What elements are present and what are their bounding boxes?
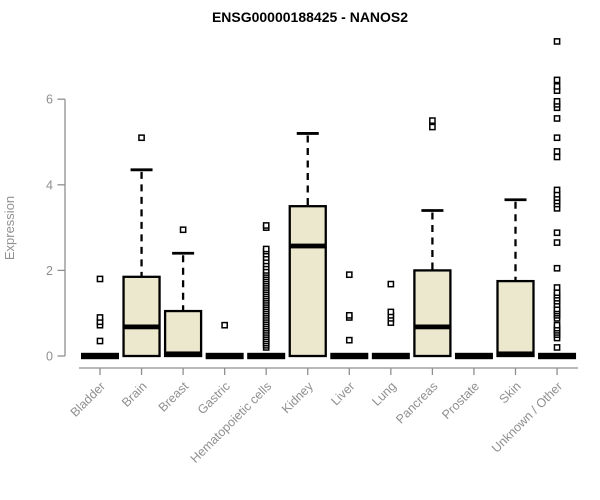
box-kidney <box>288 205 327 358</box>
collapsed-box-prostate <box>454 352 493 360</box>
outlier-point-unknown-other <box>553 264 561 272</box>
y-tick-label: 0 <box>46 350 53 364</box>
median-line-pancreas <box>414 324 451 330</box>
outlier-point-unknown-other <box>553 38 561 45</box>
x-tick-label-pancreas: Pancreas <box>393 379 440 426</box>
outlier-point-unknown-other <box>553 76 561 84</box>
collapsed-box-liver <box>330 352 369 360</box>
outlier-point-gastric <box>221 321 229 329</box>
y-tick-label: 4 <box>46 178 53 192</box>
collapsed-box-unknown-other <box>538 352 577 360</box>
outlier-point-lung <box>387 308 395 316</box>
outlier-point-pancreas <box>429 123 436 131</box>
outlier-point-liver <box>345 311 353 319</box>
outlier-point-unknown-other <box>553 153 561 161</box>
box-skin <box>496 279 535 358</box>
x-tick-label-gastric: Gastric <box>195 379 233 417</box>
collapsed-box-gastric <box>205 352 244 360</box>
median-line-breast <box>165 351 202 357</box>
outlier-point-bladder <box>96 275 104 283</box>
outlier-point-bladder <box>96 314 104 321</box>
outlier-point-breast <box>179 226 187 234</box>
outlier-point-unknown-other <box>553 97 561 105</box>
outlier-point-unknown-other <box>553 344 561 351</box>
outlier-point-unknown-other <box>553 83 561 90</box>
median-line-brain <box>123 324 160 330</box>
x-tick-label-brain: Brain <box>119 379 150 410</box>
outlier-point-pancreas <box>429 117 436 124</box>
x-tick-label-liver: Liver <box>328 379 357 408</box>
median-line-skin <box>497 351 534 357</box>
outlier-point-lung <box>387 280 395 288</box>
outlier-point-liver <box>345 336 353 344</box>
chart-title: ENSG00000188425 - NANOS2 <box>212 9 408 25</box>
x-tick-label-kidney: Kidney <box>279 379 316 416</box>
plot-area: 0 2 4 6 Bladder Brain Breast GastricHematopoiet… <box>46 38 578 466</box>
box-brain <box>122 275 161 358</box>
outlier-point-unknown-other <box>553 239 561 246</box>
outlier-point-unknown-other <box>553 284 561 291</box>
outlier-point-hematopoietic-cells <box>262 222 270 229</box>
collapsed-box-bladder <box>81 352 119 360</box>
y-tick-label: 6 <box>46 93 53 107</box>
outlier-point-unknown-other <box>553 134 561 142</box>
x-tick-label-bladder: Bladder <box>68 379 108 419</box>
outlier-point-unknown-other <box>553 229 561 237</box>
x-tick-label-unknown-other: Unknown / Other <box>489 379 565 455</box>
y-axis-label: Expression <box>2 196 17 260</box>
collapsed-box-lung <box>371 352 410 360</box>
x-tick-label-hematopoietic-cells: Hematopoietic cells <box>188 379 275 466</box>
outlier-point-liver <box>345 271 353 279</box>
x-tick-label-prostate: Prostate <box>439 379 482 422</box>
outlier-point-unknown-other <box>553 148 561 155</box>
x-tick-label-lung: Lung <box>369 379 399 409</box>
box-breast <box>163 309 203 358</box>
outlier-point-unknown-other <box>553 115 561 122</box>
median-line-kidney <box>289 243 326 249</box>
outlier-point-bladder <box>96 337 104 345</box>
outlier-point-hematopoietic-cells <box>262 245 270 253</box>
x-tick-label-skin: Skin <box>497 379 524 406</box>
outlier-point-unknown-other <box>553 186 561 194</box>
x-tick-label-breast: Breast <box>156 379 192 415</box>
outlier-point-unknown-other <box>553 321 561 329</box>
box-pancreas <box>413 269 452 358</box>
outlier-point-brain <box>138 134 145 142</box>
collapsed-box-hematopoietic-cells <box>247 352 286 360</box>
y-tick-label: 2 <box>46 264 53 278</box>
